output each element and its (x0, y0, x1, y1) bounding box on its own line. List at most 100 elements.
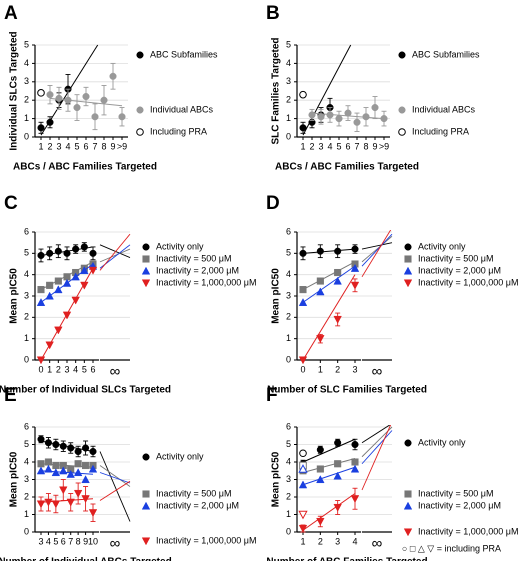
x-tick-label: 4 (46, 536, 51, 546)
inf-line (99, 248, 131, 263)
legend-marker (404, 243, 412, 251)
point (36, 298, 46, 306)
point (36, 356, 46, 365)
point (298, 356, 308, 365)
point (54, 285, 63, 294)
inf-label: ∞ (110, 363, 121, 380)
legend-label: Inactivity = 1,000,000 μM (156, 535, 257, 545)
y-tick-label: 1 (24, 113, 29, 123)
point (316, 446, 324, 454)
legend-label: Inactivity = 2,000 μM (418, 500, 501, 510)
inf-line (99, 451, 131, 522)
y-tick-label: 4 (24, 58, 29, 68)
point (316, 287, 325, 296)
point (62, 278, 72, 287)
x-tick-label: 4 (73, 364, 78, 374)
point (334, 460, 342, 468)
y-tick-label: 4 (24, 456, 29, 466)
point (91, 113, 99, 121)
x-tick-label: 7 (68, 536, 73, 546)
legend-label: Activity only (418, 437, 466, 447)
x-tick-label: 3 (352, 364, 357, 374)
x-tick-label: 9 (83, 536, 88, 546)
point (351, 245, 359, 253)
inf-line (361, 242, 393, 250)
point (46, 91, 54, 99)
pra-point (299, 449, 307, 458)
x-tick-label: 5 (74, 141, 79, 151)
y-axis-label: Mean pIC50 (271, 451, 282, 507)
point (74, 447, 82, 456)
legend-marker (403, 266, 413, 275)
x-axis-label: Number of Individual SLCs Targeted (0, 385, 171, 396)
point (298, 298, 308, 306)
point (350, 464, 360, 473)
point (67, 444, 75, 452)
legend-label: Inactivity = 2,000 μM (156, 265, 239, 275)
point (44, 498, 53, 507)
point (80, 281, 89, 290)
point (71, 272, 80, 281)
point (73, 489, 83, 498)
x-tick-label: 0 (38, 364, 43, 374)
point (82, 92, 90, 101)
point (54, 247, 62, 255)
point (81, 495, 90, 504)
y-tick-label: 3 (24, 474, 29, 484)
x-tick-label: >9 (379, 141, 389, 151)
point (46, 118, 54, 126)
fit-line (302, 248, 356, 254)
legend-marker (142, 490, 150, 498)
point (89, 249, 97, 257)
y-tick-label: 3 (24, 76, 29, 86)
y-tick-label: 5 (24, 248, 29, 258)
point (333, 471, 342, 480)
x-tick-label: 3 (38, 536, 43, 546)
x-tick-label: 8 (76, 536, 81, 546)
inf-line (361, 233, 393, 267)
point (334, 439, 342, 447)
y-axis-label: Individual SLCs Targeted (9, 31, 20, 150)
x-tick-label: 2 (47, 141, 52, 151)
point (37, 251, 45, 260)
legend-label: Inactivity = 500 μM (418, 253, 493, 263)
legend-label: Inactivity = 500 μM (156, 488, 231, 498)
point (52, 461, 60, 470)
pra-point (298, 464, 308, 473)
y-tick-label: 3 (286, 76, 291, 86)
panel: B SLC Families Targeted ABCs / ABC Familie… (266, 3, 480, 173)
point (81, 475, 90, 484)
x-axis-label: Number of ABC Families Targeted (266, 557, 427, 561)
legend-marker (141, 266, 151, 275)
y-axis-label: Mean pIC50 (9, 268, 20, 324)
y-tick-label: 1 (286, 509, 291, 519)
pra-point (298, 510, 308, 520)
x-tick-label: 2 (56, 364, 61, 374)
point (299, 124, 307, 132)
point (118, 113, 126, 121)
x-tick-label: 9 (372, 141, 377, 151)
x-tick-label: 3 (64, 364, 69, 374)
y-tick-label: 5 (286, 439, 291, 449)
x-tick-label: 1 (38, 141, 43, 151)
point (37, 286, 45, 294)
legend-marker (404, 255, 412, 263)
inf-line (99, 244, 131, 259)
y-tick-label: 0 (24, 131, 29, 141)
point (299, 286, 307, 294)
legend-label: ABC Subfamilies (150, 49, 218, 59)
y-tick-label: 4 (286, 456, 291, 466)
point (380, 115, 388, 123)
inf-line (361, 426, 393, 458)
point (51, 500, 61, 509)
panel-letter: D (266, 193, 280, 214)
point (66, 469, 75, 478)
point (54, 326, 63, 335)
legend-note: ○ □ △ ▽ = including PRA (402, 543, 501, 553)
x-tick-label: 5 (82, 364, 87, 374)
inf-line (361, 425, 392, 491)
inf-label: ∞ (372, 535, 383, 552)
legend-marker (404, 439, 412, 447)
legend-marker (403, 501, 413, 510)
point (100, 96, 108, 104)
